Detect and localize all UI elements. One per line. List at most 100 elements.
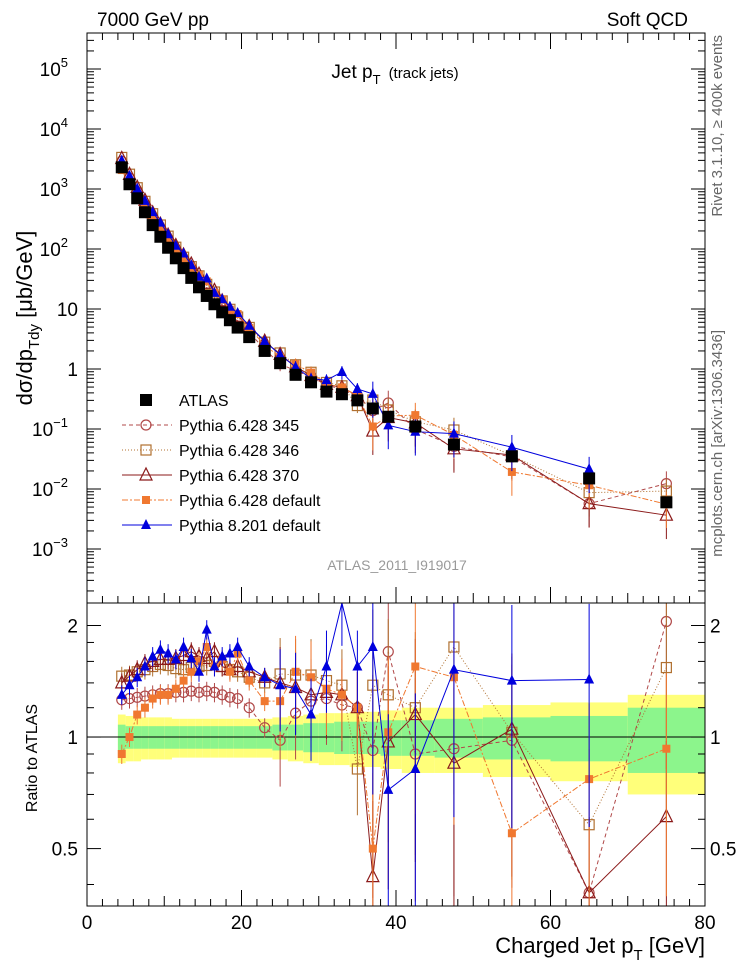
legend-marker: [140, 444, 152, 456]
ratio-tick-label: 1: [67, 728, 78, 749]
ratio-axis-label: Ratio to ATLAS: [24, 704, 41, 812]
ratio-point: [352, 660, 363, 671]
atlas-point: [274, 357, 287, 370]
plot-title: Jet pT (track jets): [331, 62, 458, 87]
atlas-point: [447, 438, 460, 451]
ratio-point: [116, 688, 127, 699]
data-point: [290, 360, 301, 371]
atlas-point: [146, 219, 159, 232]
ratio-point: [164, 690, 173, 699]
atlas-point: [131, 192, 144, 205]
ratio-point: [259, 671, 270, 682]
ratio-point: [216, 689, 228, 701]
ratio-point: [368, 844, 377, 853]
process-label: Soft QCD: [607, 10, 688, 31]
ratio-point: [194, 665, 205, 676]
ratio-point: [410, 762, 421, 773]
atlas-point: [138, 206, 151, 219]
ratio-point: [209, 660, 220, 671]
ratio-point: [148, 694, 157, 703]
atlas-point: [409, 420, 422, 433]
ratio-point: [230, 658, 245, 673]
ratio-point: [140, 703, 149, 712]
ratio-point: [243, 702, 255, 714]
atlas-point: [243, 331, 256, 344]
legend: ATLAS Pythia 6.428 345 Pythia 6.428 346 Pyt…: [122, 393, 321, 535]
ratio-point: [217, 650, 228, 661]
ratio-tick-label: 0.5: [52, 840, 78, 861]
x-tick-label: 40: [385, 913, 406, 934]
atlas-point: [154, 230, 167, 243]
ratio-point: [201, 685, 213, 697]
ratio-point: [225, 667, 234, 676]
ratio-point: [117, 750, 126, 759]
ratio-point: [201, 623, 212, 634]
y-axis-label: dσ/dpTdy [μb/GeV]: [12, 231, 43, 406]
ratio-point: [232, 640, 243, 651]
data-point: [164, 236, 173, 245]
ratio-point: [660, 661, 672, 674]
data-point: [321, 374, 332, 385]
ratio-point: [337, 690, 346, 699]
atlas-point: [505, 450, 518, 463]
mcplots-label: mcplots.cern.ch [arXiv:1306.3436]: [709, 330, 726, 557]
analysis-watermark: ATLAS_2011_I919017: [327, 557, 467, 573]
atlas-point: [177, 262, 190, 275]
data-point: [307, 368, 316, 377]
data-point: [179, 254, 188, 263]
atlas-point: [583, 472, 596, 485]
x-axis-label: Charged Jet pT [GeV]: [495, 933, 705, 964]
ratio-point: [306, 708, 317, 719]
ratio-point: [208, 686, 221, 698]
atlas-point: [289, 368, 302, 381]
ratio-point: [132, 671, 143, 682]
ratio-point: [170, 653, 181, 664]
legend-label: Pythia 6.428 345: [179, 418, 299, 435]
data-point: [368, 422, 377, 431]
atlas-point: [162, 241, 175, 254]
ratio-point: [131, 691, 143, 703]
ratio-point: [193, 686, 205, 698]
ratio-point: [275, 679, 286, 690]
atlas-point: [305, 376, 318, 389]
y-tick-label: 102: [40, 235, 68, 261]
ratio-point: [290, 682, 301, 693]
ratio-tick-label-right: 1: [710, 728, 721, 749]
data-point: [411, 411, 420, 420]
x-tick-label: 0: [82, 913, 93, 934]
ratio-point: [662, 744, 671, 753]
y-tick-label: 10−2: [32, 475, 68, 501]
legend-marker: [140, 419, 152, 431]
ratio-point: [199, 650, 214, 665]
atlas-point: [231, 321, 244, 334]
atlas-point: [335, 388, 348, 401]
atlas-point: [351, 394, 364, 407]
y-tick-label: 10−3: [32, 535, 68, 561]
ratio-point: [195, 657, 204, 666]
x-tick-label: 60: [540, 913, 561, 934]
ratio-point: [506, 674, 517, 685]
data-point: [171, 246, 180, 255]
data-point: [337, 383, 346, 392]
atlas-point: [115, 161, 128, 174]
ratio-point: [448, 663, 459, 674]
atlas-point: [366, 402, 379, 415]
ratio-point: [124, 679, 135, 690]
data-point: [259, 335, 270, 346]
ratio-point: [321, 660, 332, 671]
atlas-point: [320, 385, 333, 398]
ratio-point: [202, 642, 211, 651]
legend-label: Pythia 6.428 370: [179, 468, 299, 485]
y-tick-label: 10−1: [32, 415, 68, 441]
data-point: [336, 365, 347, 376]
ratio-point: [156, 690, 165, 699]
atlas-point: [660, 496, 673, 509]
ratio-point: [260, 697, 269, 706]
ratio-point: [351, 763, 363, 775]
ratio-point: [147, 650, 158, 661]
data-point: [584, 463, 595, 474]
ratio-point: [215, 658, 230, 673]
ratio-point: [224, 691, 236, 703]
ratio-point: [245, 676, 254, 685]
